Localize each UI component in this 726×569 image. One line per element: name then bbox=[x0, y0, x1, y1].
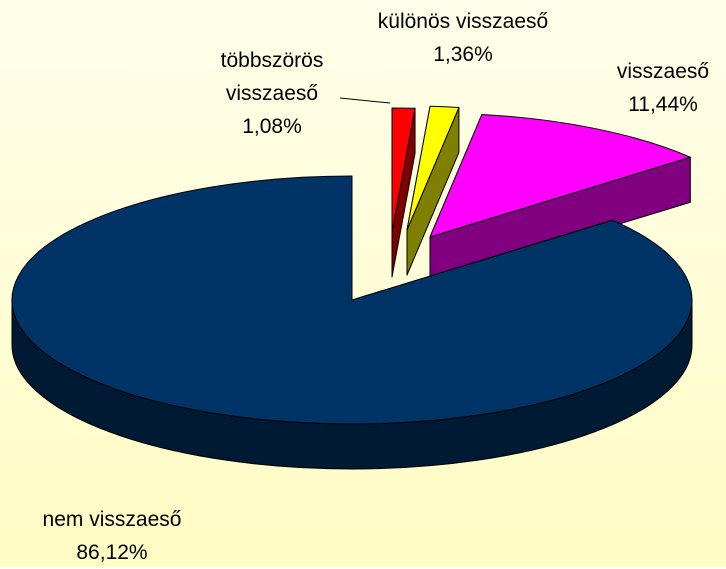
slice bbox=[406, 105, 460, 276]
slice-label: különös visszaeső 1,36% bbox=[353, 5, 573, 71]
leader-line bbox=[339, 97, 391, 104]
value-label: 11,44% bbox=[628, 93, 698, 116]
slice bbox=[429, 113, 691, 283]
value-label: 1,08% bbox=[242, 115, 302, 138]
slice bbox=[11, 175, 693, 470]
category-label: nem visszaeső bbox=[42, 508, 182, 531]
category-label: visszaeső bbox=[616, 60, 710, 83]
slice-top bbox=[391, 107, 416, 233]
slice-top bbox=[11, 175, 693, 425]
slice-label: nem visszaeső 86,12% bbox=[12, 503, 212, 569]
category-label: többszörös visszaeső bbox=[220, 49, 324, 105]
slice-top bbox=[429, 113, 691, 238]
value-label: 1,36% bbox=[433, 43, 493, 66]
slice bbox=[391, 107, 416, 278]
slice-label: többszörös visszaeső 1,08% bbox=[207, 44, 337, 143]
category-label: különös visszaeső bbox=[377, 10, 549, 33]
value-label: 86,12% bbox=[76, 541, 148, 564]
slice-label: visszaeső 11,44% bbox=[593, 55, 726, 121]
slice-top bbox=[406, 105, 460, 231]
